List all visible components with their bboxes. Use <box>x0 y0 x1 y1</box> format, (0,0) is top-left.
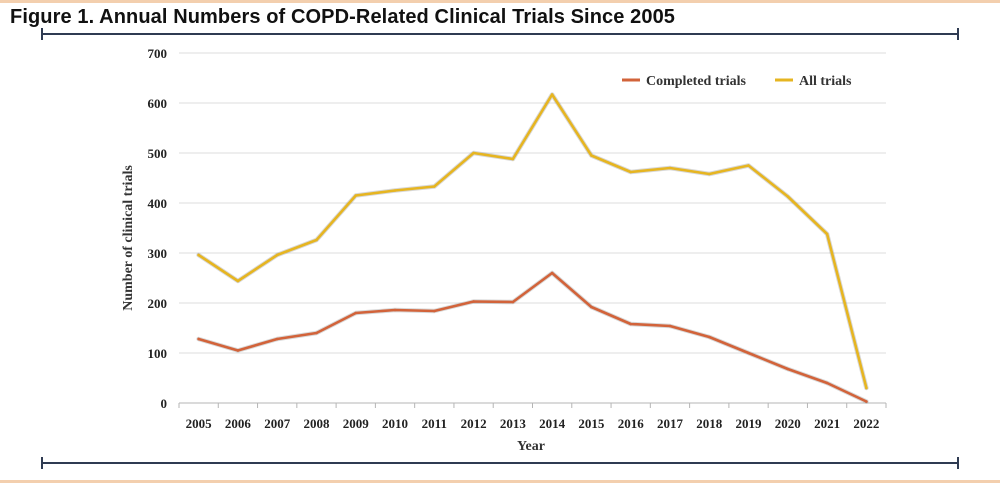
data-point <box>747 164 750 167</box>
series-lines <box>196 92 869 404</box>
figure-title: Figure 1. Annual Numbers of COPD-Related… <box>10 6 676 28</box>
data-point <box>825 381 829 385</box>
data-point <box>629 322 632 326</box>
data-point <box>668 166 672 170</box>
x-tick-label: 2013 <box>500 416 527 431</box>
data-point <box>197 253 200 257</box>
data-point <box>511 157 515 161</box>
y-tick-label: 0 <box>161 396 168 411</box>
y-tick-label: 700 <box>148 46 168 61</box>
x-axis-label: Year <box>517 439 545 454</box>
y-tick-label: 500 <box>148 146 168 161</box>
x-tick-label: 2019 <box>736 416 763 431</box>
legend: Completed trials All trials <box>622 74 852 89</box>
data-point <box>865 386 868 390</box>
x-tick-label: 2010 <box>382 416 408 431</box>
x-tick-label: 2018 <box>696 416 723 431</box>
x-tick-label: 2011 <box>422 416 447 431</box>
data-point <box>590 305 593 309</box>
data-point <box>786 367 790 371</box>
data-point <box>275 253 279 257</box>
series-line-shadow <box>196 270 869 404</box>
x-tick-label: 2017 <box>657 416 684 431</box>
data-point <box>747 351 750 355</box>
y-tick-labels: 0 100 200 300 400 500 600 700 <box>148 46 168 411</box>
x-tick-label: 2009 <box>343 416 370 431</box>
x-tick-label: 2005 <box>186 416 213 431</box>
data-point <box>236 279 240 283</box>
data-point <box>315 331 318 335</box>
x-tick-label: 2012 <box>461 416 487 431</box>
data-point <box>707 335 711 339</box>
data-point <box>393 189 397 192</box>
bottom-accent-band <box>0 480 1000 483</box>
data-point <box>825 232 829 236</box>
x-tick-label: 2020 <box>775 416 801 431</box>
top-divider-rule <box>41 28 959 40</box>
x-tick-label: 2016 <box>618 416 645 431</box>
data-point <box>786 195 790 198</box>
x-tick-label: 2007 <box>264 416 291 431</box>
data-point <box>354 311 358 315</box>
x-tick-label: 2021 <box>814 416 840 431</box>
data-point <box>433 185 436 188</box>
series-line-all-trials <box>197 93 868 390</box>
data-point <box>275 337 279 341</box>
bottom-divider-rule <box>41 457 959 469</box>
y-axis-label: Number of clinical trials <box>121 165 136 311</box>
data-point <box>472 151 475 155</box>
data-point <box>590 154 593 157</box>
data-point <box>236 349 240 352</box>
data-point <box>393 308 397 312</box>
data-point <box>865 400 868 403</box>
data-point <box>354 194 358 197</box>
data-point <box>668 324 672 328</box>
y-tick-label: 400 <box>148 196 168 211</box>
x-tick-labels: 2005 2006 2007 2008 2009 2010 2011 2012 2013 2014… <box>186 416 880 431</box>
data-point <box>629 170 632 174</box>
y-tick-label: 100 <box>148 346 168 361</box>
legend-label: All trials <box>799 74 852 89</box>
x-tick-label: 2022 <box>853 416 879 431</box>
series-line-completed-trials <box>197 271 868 403</box>
top-accent-band <box>0 0 1000 3</box>
y-tick-label: 200 <box>148 296 168 311</box>
gridlines <box>179 52 886 354</box>
data-point <box>433 309 436 313</box>
x-axis <box>178 402 887 408</box>
y-tick-label: 300 <box>148 246 168 261</box>
x-tick-label: 2008 <box>303 416 330 431</box>
x-tick-label: 2014 <box>539 416 566 431</box>
x-tick-label: 2006 <box>225 416 252 431</box>
series-line-shadow <box>196 92 869 391</box>
data-point <box>315 238 318 242</box>
data-point <box>550 93 554 96</box>
data-point <box>707 172 711 176</box>
x-tick-label: 2015 <box>578 416 605 431</box>
legend-label: Completed trials <box>646 74 746 89</box>
data-point <box>511 300 515 304</box>
data-point <box>550 271 554 275</box>
y-tick-label: 600 <box>148 96 168 111</box>
data-point <box>472 300 475 303</box>
data-point <box>197 337 200 341</box>
